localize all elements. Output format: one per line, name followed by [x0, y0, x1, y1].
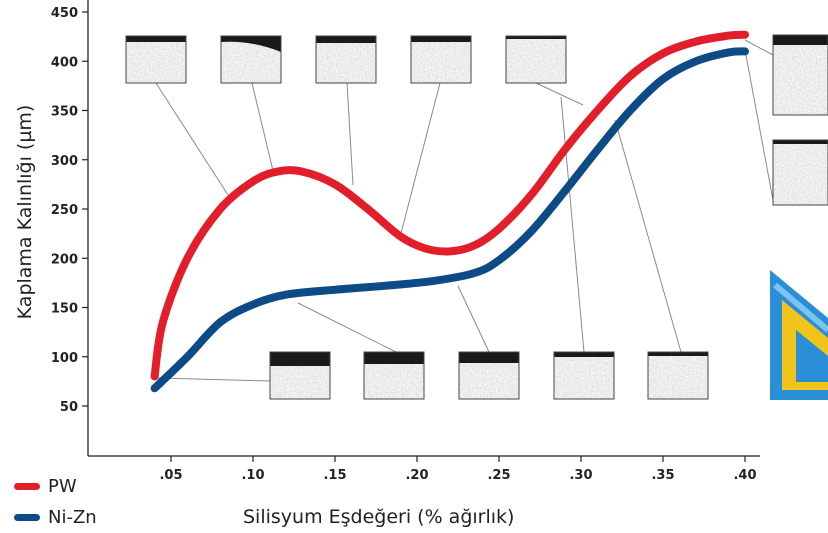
y-tick-label: 250 — [51, 203, 78, 218]
micrograph-bottom-4 — [553, 351, 615, 400]
x-tick-label: .30 — [569, 468, 592, 483]
micrograph-bottom-1 — [269, 351, 331, 400]
legend-swatch-pw — [14, 483, 40, 490]
x-tick-label: .40 — [733, 468, 756, 483]
x-axis-title: Silisyum Eşdeğeri (% ağırlık) — [243, 506, 515, 528]
micrograph-top-3 — [315, 35, 377, 84]
x-tick-label: .15 — [323, 468, 346, 483]
y-tick-label: 50 — [60, 400, 78, 415]
y-tick-label: 350 — [51, 105, 78, 120]
micrograph-top-4 — [410, 35, 472, 84]
micrograph-top-5 — [505, 35, 567, 84]
micrograph-top-1 — [125, 35, 187, 84]
x-tick-label: .25 — [487, 468, 510, 483]
legend-label-ni-zn: Ni-Zn — [48, 507, 97, 528]
legend-swatch-ni-zn — [14, 514, 40, 521]
y-tick-label: 100 — [51, 351, 78, 366]
x-tick-label: .20 — [405, 468, 428, 483]
axes — [87, 0, 760, 457]
legend-item-ni-zn: Ni-Zn — [14, 507, 97, 528]
micrograph-right-1 — [772, 34, 828, 116]
y-tick-label: 400 — [51, 55, 78, 70]
legend-item-pw: PW — [14, 476, 77, 497]
micrograph-bottom-3 — [458, 351, 520, 400]
micrograph-insets — [125, 34, 828, 400]
micrograph-top-2 — [220, 35, 282, 84]
y-tick-label: 450 — [51, 6, 78, 21]
series-line-pw — [150, 30, 749, 381]
y-tick-label: 150 — [51, 302, 78, 317]
y-tick-label: 300 — [51, 154, 78, 169]
micrograph-right-2 — [772, 139, 828, 206]
micrograph-bottom-5 — [647, 351, 709, 400]
x-tick-label: .35 — [651, 468, 674, 483]
ruler-triangle-icon — [770, 270, 828, 400]
y-axis-title: Kaplama Kalınlığı (µm) — [14, 105, 36, 320]
legend-label-pw: PW — [48, 476, 77, 497]
x-tick-label: .05 — [159, 468, 182, 483]
micrograph-bottom-2 — [363, 351, 425, 400]
y-tick-label: 200 — [51, 252, 78, 267]
series-line-ni-zn — [150, 47, 749, 393]
leader-lines — [155, 39, 774, 382]
x-tick-label: .10 — [241, 468, 264, 483]
